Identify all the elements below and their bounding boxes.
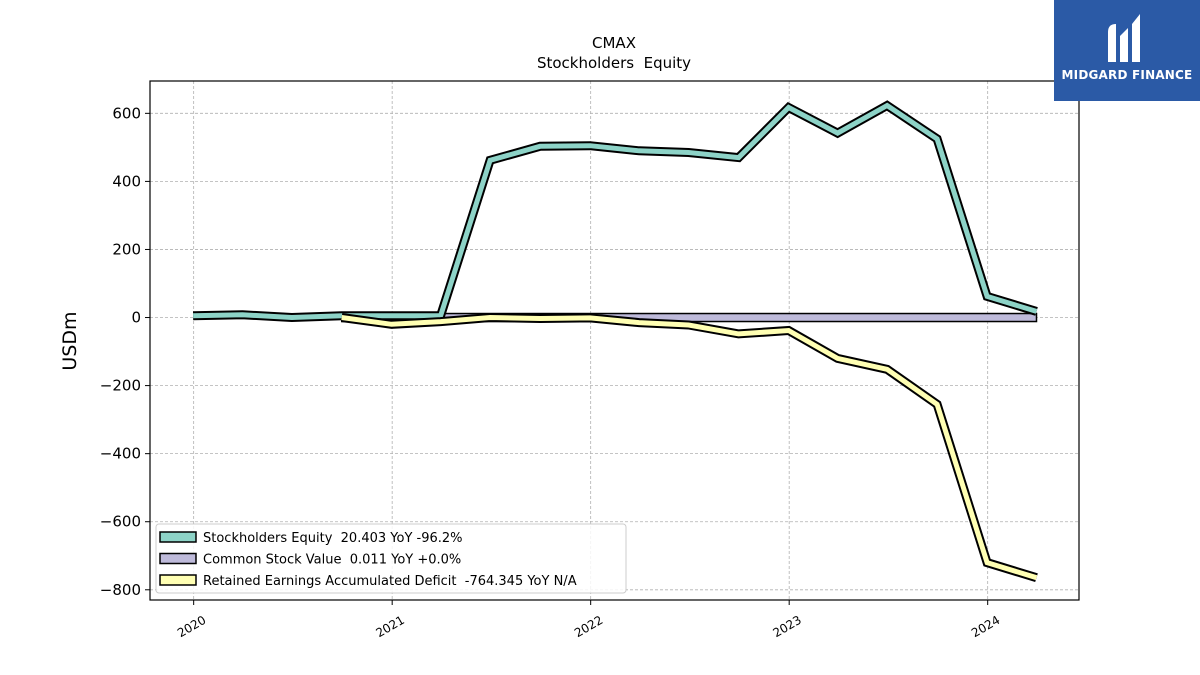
brand-mark-icon	[1108, 14, 1140, 62]
y-tick-label: 200	[112, 240, 141, 258]
retained-earnings-legend-label: Retained Earnings Accumulated Deficit -7…	[203, 574, 577, 589]
y-tick-label: −800	[100, 581, 141, 599]
retained-earnings-line	[341, 314, 1038, 581]
x-tick-label: 2021	[373, 613, 406, 640]
plot-frame	[149, 80, 1080, 601]
y-tick-label: −600	[100, 513, 141, 531]
x-axis: 2020 2021 2022 2023 2024	[175, 600, 1002, 640]
y-tick-label: −400	[100, 445, 141, 463]
stockholders-equity-legend-label: Stockholders Equity 20.403 YoY -96.2%	[203, 531, 463, 546]
stockholders-equity-line-outline	[193, 100, 1038, 323]
y-axis-label: USDm	[59, 311, 81, 370]
series-lines	[193, 100, 1038, 583]
grid-lines	[150, 81, 1079, 600]
common-stock-value-legend-swatch	[159, 552, 197, 565]
legend-box	[155, 523, 627, 594]
common-stock-value-legend-label: Common Stock Value 0.011 YoY +0.0%	[203, 553, 461, 568]
x-tick-label: 2023	[770, 613, 803, 640]
x-tick-label: 2020	[175, 613, 208, 640]
y-tick-label: 600	[112, 104, 141, 122]
stockholders-equity-legend-swatch	[159, 531, 197, 543]
brand-name: MIDGARD FINANCE	[1061, 68, 1193, 82]
stockholders-equity-line	[193, 102, 1038, 321]
y-tick-label: 0	[131, 309, 141, 327]
x-tick-label: 2024	[969, 613, 1002, 640]
legend: Stockholders Equity 20.403 YoY -96.2% Com…	[155, 523, 627, 594]
y-tick-label: 400	[112, 172, 141, 190]
chart-title: CMAX	[592, 34, 636, 52]
chart-subtitle: Stockholders Equity	[537, 54, 691, 72]
y-axis: 600 400 200 0 −200 −400 −600 −800	[100, 104, 150, 599]
y-tick-label: −200	[100, 377, 141, 395]
retained-earnings-legend-swatch	[159, 574, 197, 586]
x-tick-label: 2022	[572, 613, 605, 640]
brand-logo: MIDGARD FINANCE	[1054, 0, 1200, 101]
